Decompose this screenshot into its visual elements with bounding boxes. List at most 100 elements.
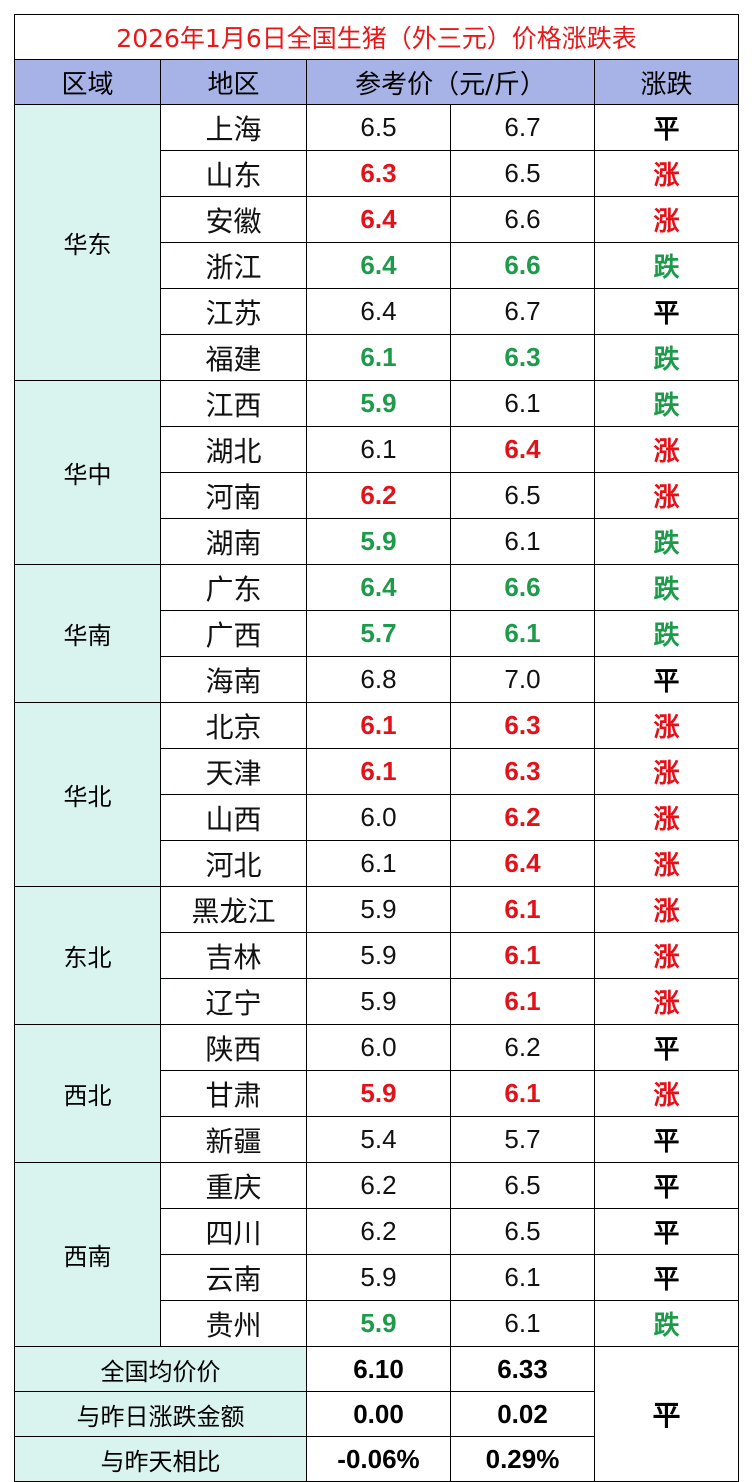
summary-change-label: 与昨日涨跌金额 [14, 1391, 307, 1437]
table-title: 2026年1月6日全国生猪（外三元）价格涨跌表 [13, 14, 740, 60]
trend-cell: 涨 [593, 150, 740, 197]
price-high-cell: 6.4 [450, 840, 595, 887]
table-row: 河南 6.2 6.5 涨 [15, 472, 740, 519]
trend-cell: 跌 [593, 564, 740, 611]
table-row: 西北 陕西 6.0 6.2 平 [14, 1024, 740, 1163]
summary-pct-row: 与昨天相比 -0.06% 0.29% [14, 1436, 739, 1482]
summary-trend: 平 [593, 1346, 740, 1482]
price-high-cell: 6.1 [450, 978, 595, 1025]
area-cell: 云南 [160, 1254, 307, 1301]
area-cell: 新疆 [160, 1116, 307, 1163]
area-cell: 海南 [160, 656, 307, 703]
summary-change-low: 0.00 [306, 1391, 451, 1437]
price-low-cell: 5.9 [306, 1254, 451, 1301]
area-cell: 黑龙江 [160, 886, 307, 933]
price-high-cell: 6.4 [450, 426, 595, 473]
area-cell: 安徽 [160, 196, 307, 243]
table-row: 华中 江西 5.9 6.1 跌 [14, 380, 740, 565]
area-cell: 贵州 [160, 1300, 307, 1347]
trend-cell: 涨 [593, 748, 740, 795]
price-low-cell: 6.1 [306, 334, 451, 381]
area-cell: 重庆 [160, 1162, 307, 1209]
title-row: 2026年1月6日全国生猪（外三元）价格涨跌表 [13, 14, 740, 60]
price-low-cell: 6.1 [306, 426, 451, 473]
area-cell: 山东 [160, 150, 307, 197]
trend-cell: 跌 [593, 334, 740, 381]
price-high-cell: 6.6 [450, 242, 595, 289]
table-row: 吉林 5.9 6.1 涨 [15, 932, 740, 979]
price-high-cell: 5.7 [450, 1116, 595, 1163]
trend-cell: 跌 [593, 242, 740, 289]
price-low-cell: 6.4 [306, 196, 451, 243]
region-cell: 西南 [14, 1162, 161, 1347]
summary-change-high: 0.02 [450, 1391, 595, 1437]
region-cell: 华中 [14, 380, 161, 565]
trend-cell: 平 [593, 1254, 740, 1301]
price-low-cell: 6.0 [306, 794, 451, 841]
header-price: 参考价（元/斤） [306, 59, 595, 105]
area-cell: 陕西 [160, 1024, 307, 1071]
price-low-cell: 6.2 [306, 1208, 451, 1255]
trend-cell: 跌 [593, 1300, 740, 1347]
summary-avg-row: 全国均价价 6.10 6.33 平 [14, 1346, 740, 1482]
price-low-cell: 6.8 [306, 656, 451, 703]
header-area: 地区 [160, 59, 307, 105]
area-cell: 湖北 [160, 426, 307, 473]
table-row: 天津 6.1 6.3 涨 [15, 748, 740, 795]
table-row: 湖北 6.1 6.4 涨 [15, 426, 740, 473]
trend-cell: 跌 [593, 610, 740, 657]
price-high-cell: 6.3 [450, 702, 595, 749]
table-row: 浙江 6.4 6.6 跌 [15, 242, 740, 289]
area-cell: 浙江 [160, 242, 307, 289]
table-row: 海南 6.8 7.0 平 [15, 656, 740, 703]
summary-pct-high: 0.29% [450, 1436, 595, 1482]
table-row: 华北 北京 6.1 6.3 涨 [14, 702, 740, 887]
area-cell: 辽宁 [160, 978, 307, 1025]
area-cell: 河北 [160, 840, 307, 887]
table-row: 江苏 6.4 6.7 平 [15, 288, 740, 335]
area-cell: 湖南 [160, 518, 307, 565]
price-low-cell: 6.5 [306, 104, 451, 151]
area-cell: 吉林 [160, 932, 307, 979]
price-low-cell: 6.2 [306, 472, 451, 519]
area-cell: 北京 [160, 702, 307, 749]
price-high-cell: 6.1 [450, 932, 595, 979]
area-cell: 河南 [160, 472, 307, 519]
table-row: 西南 重庆 6.2 6.5 平 [14, 1162, 740, 1347]
price-high-cell: 6.3 [450, 748, 595, 795]
trend-cell: 平 [593, 288, 740, 335]
area-cell: 江苏 [160, 288, 307, 335]
region-cell: 西北 [14, 1024, 161, 1163]
price-low-cell: 5.9 [306, 518, 451, 565]
trend-cell: 涨 [593, 932, 740, 979]
region-cell: 华北 [14, 702, 161, 887]
area-cell: 四川 [160, 1208, 307, 1255]
table-row: 云南 5.9 6.1 平 [15, 1254, 740, 1301]
price-low-cell: 6.3 [306, 150, 451, 197]
trend-cell: 跌 [593, 518, 740, 565]
trend-cell: 涨 [593, 794, 740, 841]
region-cell: 华南 [14, 564, 161, 703]
header-region: 区域 [14, 59, 161, 105]
summary-avg-label: 全国均价价 [14, 1346, 307, 1392]
price-high-cell: 6.1 [450, 518, 595, 565]
area-cell: 甘肃 [160, 1070, 307, 1117]
summary-avg-low: 6.10 [306, 1346, 451, 1392]
trend-cell: 涨 [593, 1070, 740, 1117]
summary-avg-high: 6.33 [450, 1346, 595, 1392]
table-row: 新疆 5.4 5.7 平 [15, 1116, 740, 1163]
price-low-cell: 6.4 [306, 242, 451, 289]
trend-cell: 平 [593, 104, 740, 151]
price-low-cell: 5.9 [306, 978, 451, 1025]
trend-cell: 平 [593, 1024, 740, 1071]
table-row: 贵州 5.9 6.1 跌 [15, 1300, 740, 1347]
price-low-cell: 5.9 [306, 1070, 451, 1117]
trend-cell: 涨 [593, 426, 740, 473]
table-row: 甘肃 5.9 6.1 涨 [15, 1070, 740, 1117]
price-low-cell: 6.1 [306, 840, 451, 887]
header-trend: 涨跌 [593, 59, 740, 105]
area-cell: 广东 [160, 564, 307, 611]
table-row: 辽宁 5.9 6.1 涨 [15, 978, 740, 1025]
price-high-cell: 6.1 [450, 1070, 595, 1117]
area-cell: 福建 [160, 334, 307, 381]
